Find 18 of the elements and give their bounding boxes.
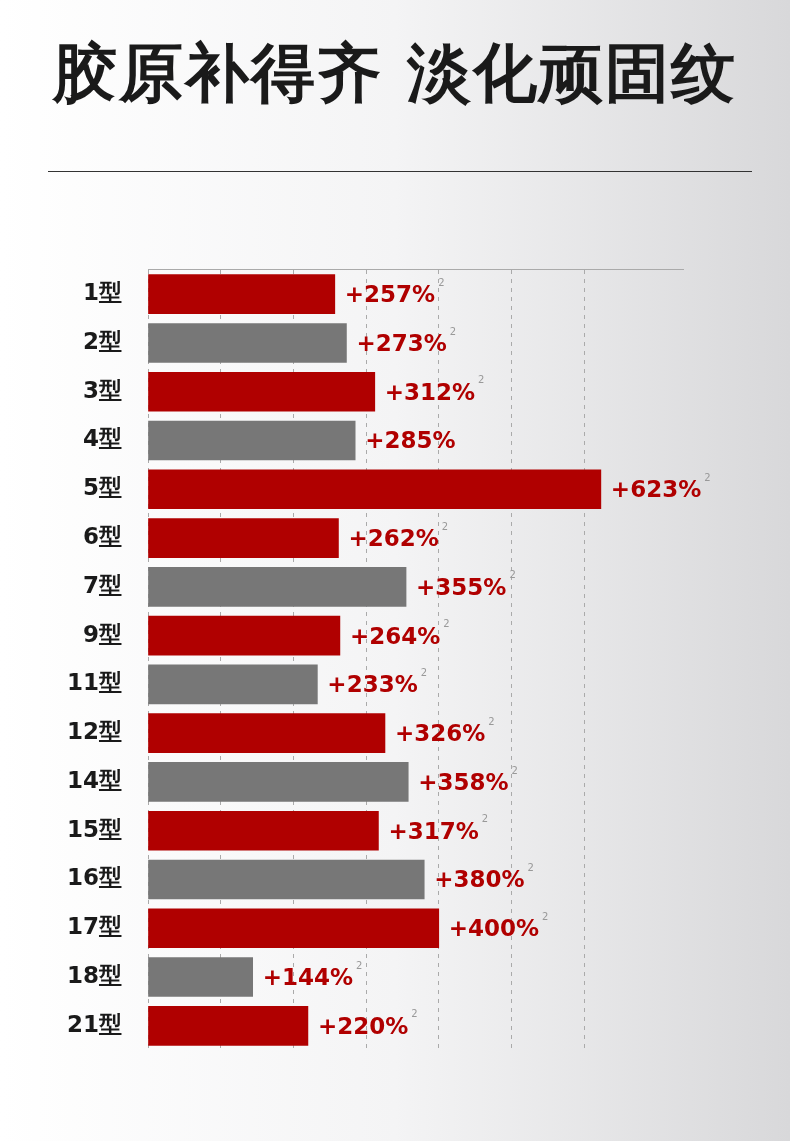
y-tick-label: 18型: [66, 962, 122, 989]
data-label: +285%: [365, 427, 456, 454]
y-tick-label: 2型: [82, 327, 122, 354]
y-tick-label: 16型: [66, 864, 122, 891]
chart-title: 胶原补得齐 淡化顽固纹: [51, 35, 739, 112]
y-tick-label: 21型: [66, 1010, 122, 1037]
y-tick-label: 4型: [82, 425, 122, 452]
y-tick-label: 3型: [82, 376, 122, 403]
y-tick-label: 7型: [82, 571, 122, 598]
y-tick-label: 11型: [66, 669, 122, 696]
y-tick-label: 5型: [82, 474, 122, 501]
y-tick-label: 14型: [66, 766, 122, 793]
y-tick-label: 15型: [66, 815, 122, 842]
y-tick-label: 6型: [82, 523, 122, 550]
y-tick-label: 1型: [82, 279, 122, 306]
y-tick-label: 17型: [66, 913, 122, 940]
y-tick-label: 12型: [66, 718, 122, 745]
y-tick-label: 9型: [82, 620, 122, 647]
